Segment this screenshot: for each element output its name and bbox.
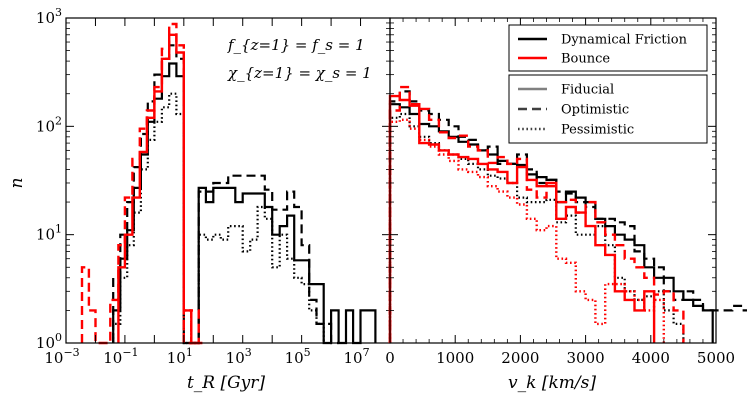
x-axis-label-left: t_R [Gyr] — [187, 373, 265, 393]
x-axis-label-right: v_k [km/s] — [508, 373, 596, 393]
x-tick-label: 5000 — [697, 349, 735, 367]
x-tick-label: 107 — [343, 346, 369, 367]
x-tick-label: 105 — [285, 346, 311, 367]
annotations: f_{z=1} = f_s = 1 χ_{z=1} = χ_s = 1 — [227, 36, 372, 82]
y-tick-label: 103 — [36, 6, 62, 27]
x-tick-label: 10−1 — [103, 346, 138, 367]
legend-model-label: Dynamical Friction — [561, 33, 688, 48]
legend: Dynamical Friction Bounce Fiducial Optimist… — [508, 24, 708, 144]
axis-labels: n t_R [Gyr] v_k [km/s] — [7, 178, 596, 393]
left-series-3-line — [117, 33, 199, 345]
x-tick-label: 1000 — [436, 349, 474, 367]
y-axis-label: n — [7, 178, 27, 189]
right-series-4-line — [388, 85, 685, 343]
x-tick-label: 103 — [226, 346, 252, 367]
y-tick-label: 101 — [36, 223, 62, 244]
left-series-4-line — [80, 22, 206, 345]
x-tick-label: 101 — [167, 346, 193, 367]
right-series-5-line — [388, 118, 665, 343]
left-series-5-line — [182, 309, 199, 345]
legend-model-label: Bounce — [561, 52, 610, 67]
left-series-2-line — [112, 92, 325, 345]
y-tick-label: 102 — [36, 114, 62, 135]
legend-style-label: Fiducial — [561, 83, 614, 98]
left-series-1-line — [112, 44, 339, 345]
left-series-0-line — [112, 62, 377, 345]
y-tick-label: 100 — [36, 331, 62, 352]
legend-models-box — [508, 24, 708, 72]
right-series-2-line — [388, 112, 685, 343]
panel-left: 10−3 10−1 101 103 105 107 100 101 102 103 — [36, 6, 391, 367]
right-series-3-line — [388, 94, 656, 343]
annotation-1: χ_{z=1} = χ_s = 1 — [227, 64, 372, 82]
annotation-0: f_{z=1} = f_s = 1 — [227, 36, 365, 54]
x-tick-label: 3000 — [567, 349, 605, 367]
x-tick-label: 4000 — [632, 349, 670, 367]
legend-style-label: Optimistic — [561, 103, 629, 118]
right-axes-frame — [389, 17, 717, 344]
panel-right: 0 1000 2000 3000 4000 5000 — [385, 17, 747, 367]
legend-styles-box — [508, 74, 708, 144]
x-tick-label: 0 — [385, 349, 395, 367]
x-tick-label: 10−3 — [44, 346, 79, 367]
x-tick-label: 2000 — [501, 349, 539, 367]
right-series-1-line — [388, 90, 747, 343]
legend-style-label: Pessimistic — [561, 123, 634, 138]
